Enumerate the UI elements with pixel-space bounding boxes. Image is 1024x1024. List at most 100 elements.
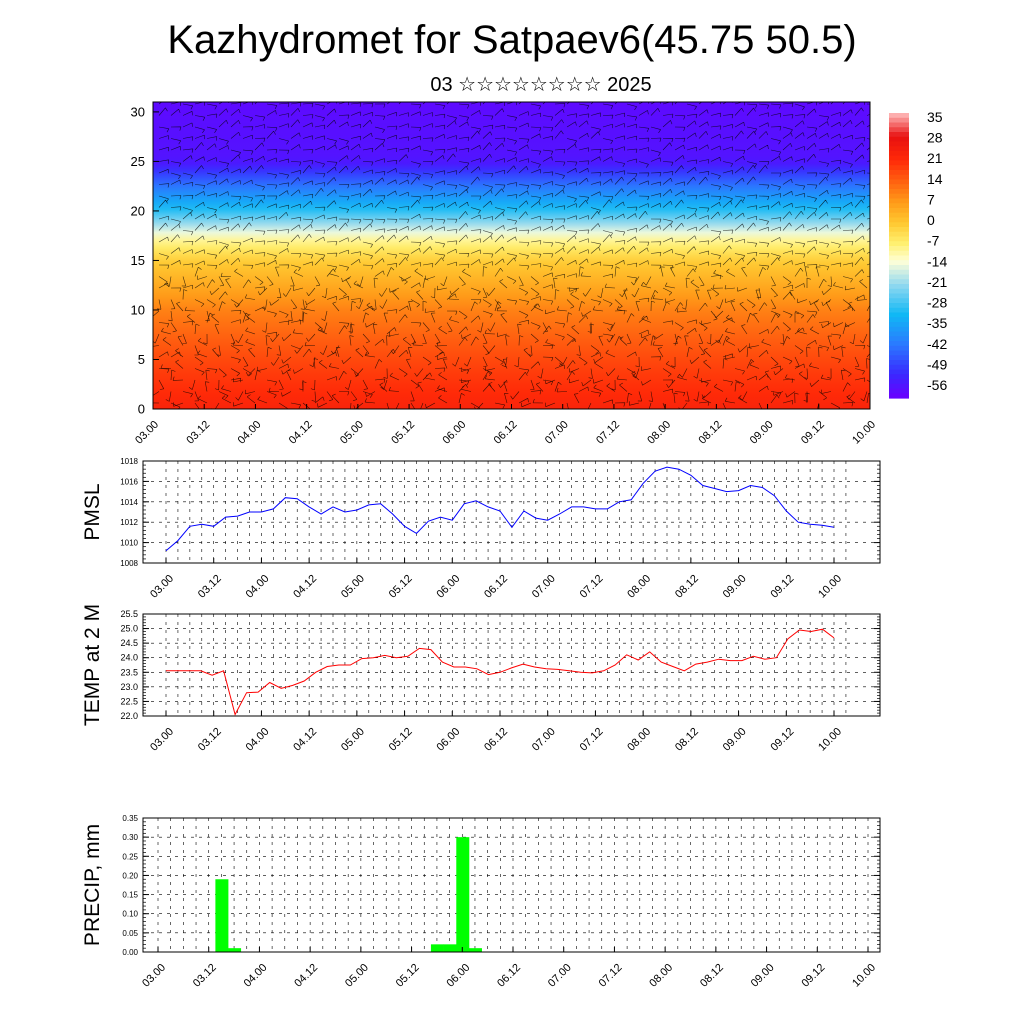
precip-y-tick-label: 0.00	[122, 948, 138, 957]
colorbar-strip	[889, 227, 909, 233]
colorbar-strip	[889, 379, 909, 385]
precip-panel: 0.000.050.100.150.200.250.300.35 03.00 03…	[81, 814, 881, 990]
temp-x-tick-label: 04.12	[291, 726, 319, 754]
precip-x-tick-label: 04.00	[242, 962, 270, 990]
colorbar-strip	[889, 208, 909, 214]
colorbar-strip	[889, 212, 909, 219]
pmsl-x-tick-label: 10.00	[816, 573, 844, 601]
pmsl-x-tick-label: 08.12	[673, 573, 701, 601]
cross-section-panel: 0 5 10 15 20 25 30 03.00 03.12 04.00 04.12 05.00 05…	[131, 101, 878, 447]
colorbar-strip	[889, 141, 909, 147]
precip-bar	[228, 948, 242, 952]
colorbar-strip	[889, 113, 909, 119]
precip-x-tick-label: 10.00	[850, 962, 878, 990]
pmsl-y-tick-label: 1016	[120, 477, 138, 486]
colorbar-strip	[889, 317, 909, 323]
colorbar-strip	[889, 117, 909, 124]
temp-x-tick-label: 03.00	[148, 726, 176, 754]
colorbar-strip	[889, 360, 909, 366]
colorbar-strip	[889, 269, 909, 276]
colorbar-strip	[889, 122, 909, 128]
cross-x-tick-label: 04.12	[287, 419, 315, 447]
colorbar-strip	[889, 322, 909, 328]
cross-x-tick-label: 09.12	[799, 419, 827, 447]
colorbar-strip	[889, 217, 909, 223]
temp-x-tick-label: 10.00	[816, 726, 844, 754]
colorbar-strip	[889, 179, 909, 185]
wind-barbs	[153, 102, 870, 409]
colorbar-strip	[889, 374, 909, 380]
temp-x-tick-label: 06.12	[482, 726, 510, 754]
chart-subtitle: 03 ☆☆☆☆☆☆☆☆ 2025	[430, 74, 652, 96]
colorbar-label: -14	[927, 253, 947, 269]
cross-x-tick-label: 03.00	[133, 419, 161, 447]
pmsl-x-tick-label: 08.00	[625, 573, 653, 601]
colorbar-strip	[889, 222, 909, 228]
temp-x-tick-label: 04.00	[244, 726, 272, 754]
colorbar-strip	[889, 383, 909, 390]
colorbar-strip	[889, 265, 909, 271]
pmsl-x-tick-label: 03.00	[148, 573, 176, 601]
cross-section-x-axis: 03.00 03.12 04.00 04.12 05.00 05.12 06.00 06.12…	[133, 404, 878, 447]
pmsl-y-tick-label: 1008	[120, 559, 138, 568]
precip-y-axis: 0.00 0.05 0.10 0.15 0.20 0.25 0.30 0.35	[122, 814, 880, 957]
colorbar-strip	[889, 231, 909, 238]
colorbar-strip	[889, 293, 909, 299]
precip-bars	[215, 837, 482, 952]
colorbar-strip	[889, 203, 909, 209]
colorbar-strip	[889, 127, 909, 133]
pmsl-x-tick-label: 06.00	[434, 573, 462, 601]
cross-x-tick-label: 04.00	[236, 419, 264, 447]
cross-y-tick-label: 30	[131, 104, 145, 119]
colorbar-label: 28	[927, 130, 943, 146]
temp-y-tick-label: 25.5	[120, 609, 138, 619]
temp-x-tick-label: 07.00	[530, 726, 558, 754]
colorbar-strip	[889, 136, 909, 143]
colorbar-strip	[889, 284, 909, 290]
colorbar-strip	[889, 279, 909, 285]
colorbar-strip	[889, 255, 909, 261]
cross-x-tick-label: 08.12	[697, 419, 725, 447]
cross-x-tick-label: 05.00	[338, 419, 366, 447]
precip-x-tick-label: 09.00	[749, 962, 777, 990]
precip-bar	[430, 944, 444, 952]
temp-y-axis: 22.0 22.5 23.0 23.5 24.0 24.5 25.0 25.5	[120, 609, 880, 721]
cross-x-tick-label: 07.12	[594, 419, 622, 447]
cross-y-tick-label: 25	[131, 154, 145, 169]
precip-x-tick-label: 07.12	[597, 962, 625, 990]
precip-bar	[443, 944, 457, 952]
temp-y-tick-label: 23.0	[120, 682, 138, 692]
colorbar-strip	[889, 241, 909, 247]
precip-x-tick-label: 03.12	[191, 962, 219, 990]
cross-y-tick-label: 10	[131, 302, 145, 317]
precip-x-tick-label: 06.00	[444, 962, 472, 990]
precip-bar	[456, 837, 470, 952]
colorbar-labels: 35 28 21 14 7 0 -7 -14 -21 -28 -35 -42 -49 -56	[927, 109, 947, 393]
temp-x-tick-label: 03.12	[196, 726, 224, 754]
pmsl-x-tick-label: 09.00	[721, 573, 749, 601]
temp-x-tick-label: 08.00	[625, 726, 653, 754]
colorbar-strip	[889, 355, 909, 361]
colorbar-strip	[889, 155, 909, 162]
temp-panel: 22.022.523.023.524.024.525.025.5 03.00 03…	[81, 604, 881, 754]
colorbar-strip	[889, 146, 909, 152]
temp-y-tick-label: 22.0	[120, 711, 138, 721]
cross-y-tick-label: 15	[131, 253, 145, 268]
colorbar-strip	[889, 236, 909, 242]
colorbar: 35 28 21 14 7 0 -7 -14 -21 -28 -35 -42 -49 -56	[889, 109, 947, 399]
pmsl-panel: 1008 1010 1012 1014 1016 1018 03.00 03.12 04.00…	[81, 457, 881, 601]
precip-x-tick-label: 08.00	[647, 962, 675, 990]
colorbar-strip	[889, 345, 909, 352]
pmsl-y-axis: 1008 1010 1012 1014 1016 1018	[120, 457, 880, 568]
cross-x-tick-label: 10.00	[850, 419, 878, 447]
colorbar-strip	[889, 274, 909, 280]
precip-x-tick-label: 05.00	[343, 962, 371, 990]
colorbar-strip	[889, 341, 909, 347]
pmsl-x-tick-label: 04.12	[291, 573, 319, 601]
precip-y-label: PRECIP, mm	[81, 824, 104, 946]
colorbar-label: -7	[927, 233, 940, 249]
precip-x-tick-label: 04.12	[292, 962, 320, 990]
colorbar-strip	[889, 303, 909, 309]
pmsl-y-tick-label: 1018	[120, 457, 138, 466]
temp-x-tick-label: 05.12	[387, 726, 415, 754]
